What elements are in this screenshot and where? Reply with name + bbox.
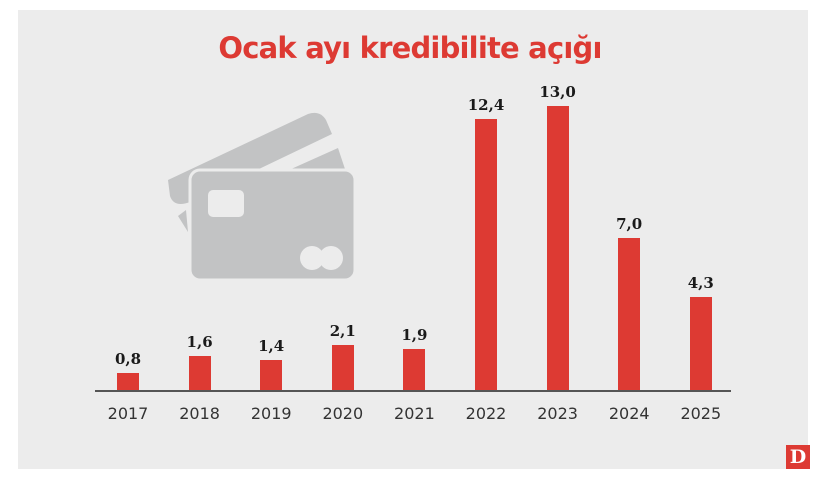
x-tick-label-2020: 2020 — [322, 404, 364, 423]
bar-2017 — [117, 373, 139, 391]
x-tick-label-2019: 2019 — [250, 404, 292, 423]
bar-2025 — [689, 297, 712, 391]
bar-2022 — [475, 119, 497, 391]
value-label-2020: 2,1 — [329, 322, 356, 340]
x-tick-label-2017: 2017 — [107, 404, 149, 423]
bar-2019 — [260, 360, 283, 391]
credit-card-icon — [168, 112, 357, 282]
chart-title: Ocak ayı kredibilite açığı — [218, 31, 602, 65]
chart-panel — [18, 10, 808, 469]
value-label-2019: 1,4 — [258, 337, 285, 355]
x-tick-label-2018: 2018 — [179, 404, 220, 423]
bar-2018 — [188, 356, 211, 391]
value-label-2023: 13,0 — [539, 83, 576, 101]
bar-2023 — [546, 106, 569, 391]
x-tick-label-2024: 2024 — [608, 404, 650, 423]
bar-2021 — [403, 349, 426, 391]
value-label-2017: 0,8 — [114, 350, 142, 368]
x-axis-line — [95, 390, 731, 392]
value-label-2024: 7,0 — [616, 215, 643, 233]
bar-2024 — [618, 238, 641, 391]
x-tick-label-2021: 2021 — [394, 404, 435, 423]
x-tick-label-2023: 2023 — [537, 404, 578, 423]
x-tick-label-2025: 2025 — [680, 404, 722, 423]
value-label-2021: 1,9 — [401, 326, 428, 344]
value-label-2022: 12,4 — [467, 96, 505, 114]
value-label-2025: 4,3 — [687, 274, 714, 292]
bar-2020 — [331, 345, 354, 391]
brand-logo: D — [786, 445, 810, 469]
value-label-2018: 1,6 — [186, 333, 213, 351]
x-tick-label-2022: 2022 — [465, 404, 507, 423]
